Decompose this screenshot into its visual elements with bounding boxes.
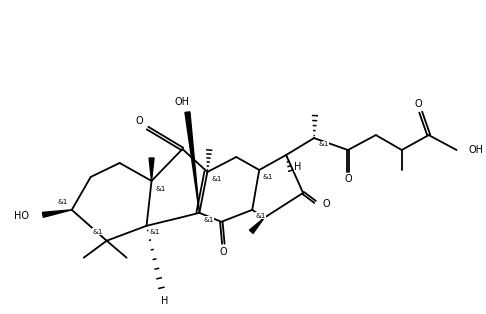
Polygon shape (185, 112, 199, 213)
Text: H: H (294, 162, 301, 172)
Text: &1: &1 (156, 186, 166, 192)
Text: OH: OH (469, 145, 484, 155)
Text: O: O (136, 116, 143, 126)
Text: &1: &1 (211, 176, 222, 182)
Text: OH: OH (469, 145, 484, 155)
Text: &1: &1 (203, 217, 214, 223)
Text: O: O (415, 99, 422, 109)
Text: O: O (322, 199, 330, 209)
Text: O: O (220, 247, 227, 257)
Text: &1: &1 (92, 229, 103, 235)
Text: &1: &1 (255, 213, 266, 219)
Text: &1: &1 (262, 174, 273, 180)
Text: HO: HO (14, 211, 29, 221)
Text: O: O (344, 174, 352, 184)
Polygon shape (149, 158, 154, 181)
Text: H: H (161, 295, 168, 306)
Text: &1: &1 (57, 199, 68, 205)
Text: &1: &1 (318, 141, 329, 147)
Text: OH: OH (175, 97, 190, 107)
Polygon shape (42, 210, 72, 217)
Polygon shape (249, 218, 264, 234)
Text: &1: &1 (150, 229, 160, 235)
